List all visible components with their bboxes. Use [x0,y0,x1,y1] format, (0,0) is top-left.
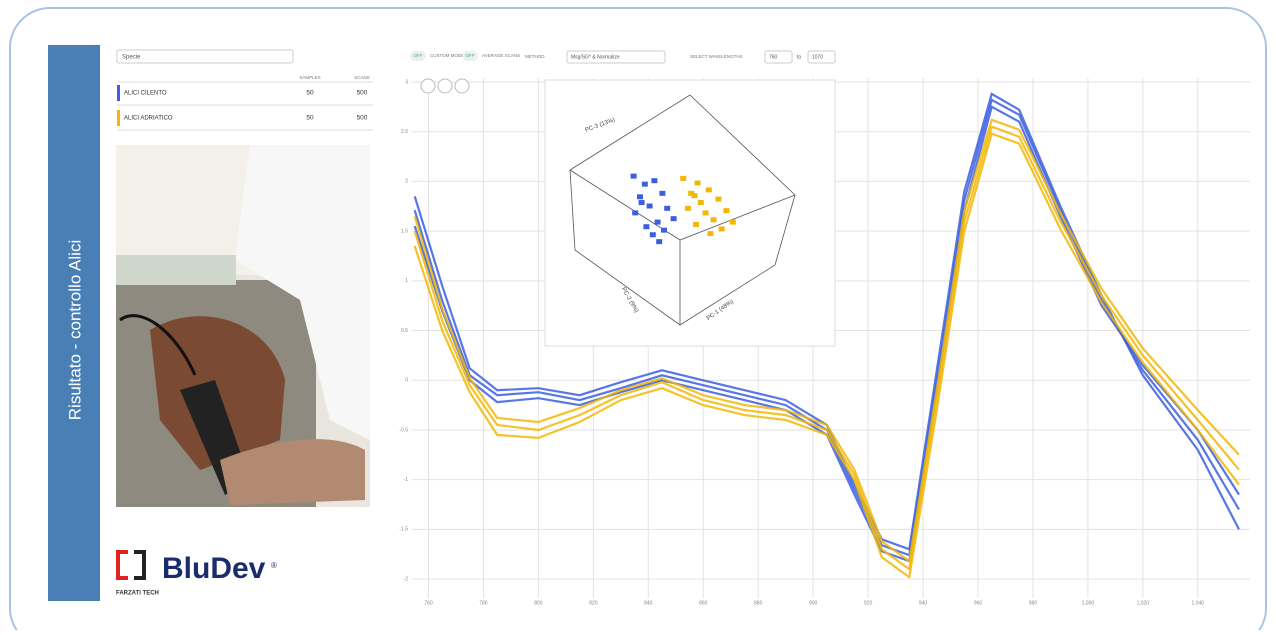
scatter-point [664,206,670,211]
scatter-point [723,208,729,213]
y-tick-label: 1.5 [401,228,408,234]
x-tick-label: 1,020 [1137,600,1150,606]
y-tick-label: 1 [405,278,408,284]
scatter-point [693,222,699,227]
x-tick-label: 960 [974,600,983,606]
scatter-point [698,200,704,205]
logo-brand: BluDev [162,552,266,585]
row-color [117,110,120,126]
scatter-point [703,210,709,215]
x-tick-label: 900 [809,600,818,606]
x-tick-label: 1,000 [1082,600,1095,606]
x-tick-label: 820 [589,600,598,606]
scatter-point [655,220,661,225]
toggle-label: CUSTOM MODE [430,53,464,58]
row-label: ALICI CILENTO [124,91,167,97]
wavelength-to-value: 1070 [812,54,823,60]
y-tick-label: 3 [405,79,408,85]
scatter-point [631,174,637,179]
sidebar-title: Risultato - controllo Alici [65,240,84,420]
scatter-point [715,197,721,202]
method-label: METHOD [525,54,545,59]
x-tick-label: 880 [754,600,763,606]
y-tick-label: 2 [405,179,408,185]
x-tick-label: 980 [1029,600,1038,606]
pca-inset: PC-1 (48%)PC-2 (9%)PC-3 (13%) [545,80,835,346]
scatter-point [632,210,638,215]
toggle-state: OFF [466,53,475,58]
scatter-point [656,239,662,244]
wavelength-label: SELECT WAVELENGTHS [690,54,743,59]
scatter-point [695,181,701,186]
y-tick-label: -1 [404,477,409,483]
x-tick-label: 840 [644,600,653,606]
scatter-point [685,206,691,211]
scatter-point [651,178,657,183]
logo-company: FARZATI TECH [116,591,159,597]
x-tick-label: 760 [424,600,433,606]
scatter-point [650,232,656,237]
chart-button[interactable] [455,79,469,93]
y-tick-label: 0.5 [401,328,408,334]
scatter-point [730,220,736,225]
scatter-point [647,204,653,209]
y-tick-label: -1.5 [399,527,408,533]
scatter-point [691,193,697,198]
to-label: to [797,54,801,60]
x-tick-label: 860 [699,600,708,606]
x-tick-label: 780 [479,600,488,606]
scatter-point [707,231,713,236]
table-header: SAMPLES [299,75,320,80]
y-tick-label: 2.5 [401,129,408,135]
table-header: SCANS [354,75,370,80]
row-color [117,85,120,101]
scatter-point [711,217,717,222]
logo-mark: ® [271,561,277,570]
dropdown-label: Specie [122,55,141,61]
scatter-point [706,187,712,192]
row-samples: 50 [306,115,314,122]
scatter-point [680,176,686,181]
inset-panel [545,80,835,346]
wavelength-from-value: 760 [769,54,778,60]
x-tick-label: 1,040 [1192,600,1205,606]
scatter-point [659,191,665,196]
chart-button[interactable] [421,79,435,93]
page: { "sidebar": {"title": "Risultato - cont… [0,0,1276,630]
toggle-state: OFF [414,53,423,58]
row-scans: 500 [357,115,368,122]
x-tick-label: 940 [919,600,928,606]
photo [116,145,370,507]
scatter-point [642,182,648,187]
scatter-point [719,227,725,232]
scatter-point [671,216,677,221]
species-dropdown[interactable] [117,50,293,63]
x-tick-label: 800 [534,600,543,606]
scatter-point [637,194,643,199]
y-tick-label: -0.5 [399,427,408,433]
scatter-point [639,200,645,205]
toggle-label: AVERAGE SCANS [482,53,520,58]
y-tick-label: -2 [404,576,409,582]
method-value: Msg/SG* & Normalize [571,54,620,60]
chart-button[interactable] [438,79,452,93]
row-samples: 50 [306,90,314,97]
y-tick-label: 0 [405,378,408,384]
row-scans: 500 [357,90,368,97]
slide: Risultato - controllo Alici Specie SAMPL… [0,0,1276,630]
scatter-point [661,228,667,233]
scatter-point [643,224,649,229]
x-tick-label: 920 [864,600,873,606]
row-label: ALICI ADRIATICO [124,116,173,122]
